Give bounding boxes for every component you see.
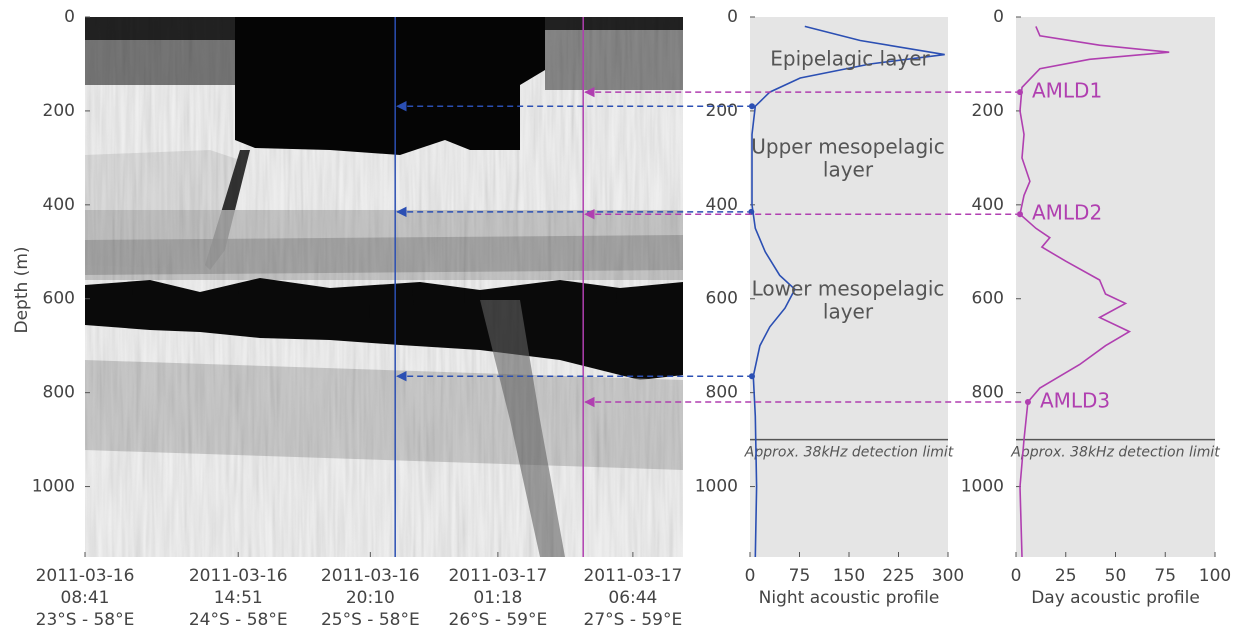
x-tick-label: 150: [833, 566, 865, 586]
y-tick-label: 200: [43, 101, 75, 121]
y-tick-label: 200: [706, 101, 738, 121]
profile-line: [1019, 26, 1170, 558]
layer-annotation: layer: [823, 158, 874, 182]
x-tick-label: 06:44: [608, 588, 657, 608]
x-tick-label: 2011-03-16: [189, 566, 288, 586]
x-tick-label: 24°S - 58°E: [189, 610, 288, 627]
amld-label: AMLD1: [1032, 79, 1102, 103]
y-tick-label: 400: [43, 195, 75, 215]
y-tick-label: 600: [972, 289, 1004, 309]
x-axis-title: Day acoustic profile: [1031, 588, 1200, 608]
y-tick-label: 600: [43, 289, 75, 309]
y-tick-label: 0: [993, 7, 1004, 27]
x-tick-label: 27°S - 59°E: [584, 610, 683, 627]
x-tick-label: 0: [745, 566, 756, 586]
night-panel: [750, 17, 948, 557]
marker: [1024, 399, 1031, 406]
x-tick-label: 2011-03-16: [321, 566, 420, 586]
x-tick-label: 08:41: [61, 588, 110, 608]
x-tick-label: 01:18: [473, 588, 522, 608]
x-tick-label: 300: [932, 566, 964, 586]
x-tick-label: 75: [789, 566, 811, 586]
x-axis-title: Night acoustic profile: [759, 588, 940, 608]
x-tick-label: 225: [882, 566, 914, 586]
y-tick-label: 800: [43, 383, 75, 403]
marker: [748, 208, 755, 215]
x-tick-label: 0: [1011, 566, 1022, 586]
layer-annotation: Lower mesopelagic: [752, 277, 945, 301]
marker: [748, 103, 755, 110]
layer-annotation: Upper mesopelagic: [751, 135, 944, 159]
x-tick-label: 25: [1055, 566, 1077, 586]
marker: [1016, 211, 1023, 218]
x-tick-label: 100: [1199, 566, 1231, 586]
y-tick-label: 0: [727, 7, 738, 27]
amld-label: AMLD3: [1040, 389, 1110, 413]
day-panel: [1016, 17, 1215, 557]
profile-line: [751, 25, 945, 558]
x-tick-label: 20:10: [346, 588, 395, 608]
marker: [748, 373, 755, 380]
layer-annotation: layer: [823, 300, 874, 324]
x-tick-label: 25°S - 58°E: [321, 610, 420, 627]
x-tick-label: 50: [1105, 566, 1127, 586]
x-tick-label: 23°S - 58°E: [36, 610, 135, 627]
marker: [1016, 89, 1023, 96]
y-tick-label: 400: [972, 195, 1004, 215]
x-tick-label: 2011-03-17: [583, 566, 682, 586]
x-tick-label: 14:51: [214, 588, 263, 608]
detection-label: Approx. 38kHz detection limit: [1010, 445, 1220, 461]
x-tick-label: 2011-03-17: [448, 566, 547, 586]
y-tick-label: 1000: [695, 477, 738, 497]
y-tick-label: 1000: [961, 477, 1004, 497]
x-tick-label: 75: [1154, 566, 1176, 586]
y-tick-label: 800: [972, 383, 1004, 403]
amld-label: AMLD2: [1032, 201, 1102, 225]
layer-annotation: Epipelagic layer: [770, 47, 930, 71]
y-tick-label: 400: [706, 195, 738, 215]
y-tick-label: 0: [64, 7, 75, 27]
y-axis-title: Depth (m): [12, 246, 32, 333]
y-tick-label: 800: [706, 383, 738, 403]
x-tick-label: 26°S - 59°E: [449, 610, 548, 627]
y-tick-label: 600: [706, 289, 738, 309]
detection-label: Approx. 38kHz detection limit: [744, 445, 954, 461]
x-tick-label: 2011-03-16: [36, 566, 135, 586]
y-tick-label: 1000: [32, 477, 75, 497]
echogram-image: [85, 17, 683, 557]
y-tick-label: 200: [972, 101, 1004, 121]
